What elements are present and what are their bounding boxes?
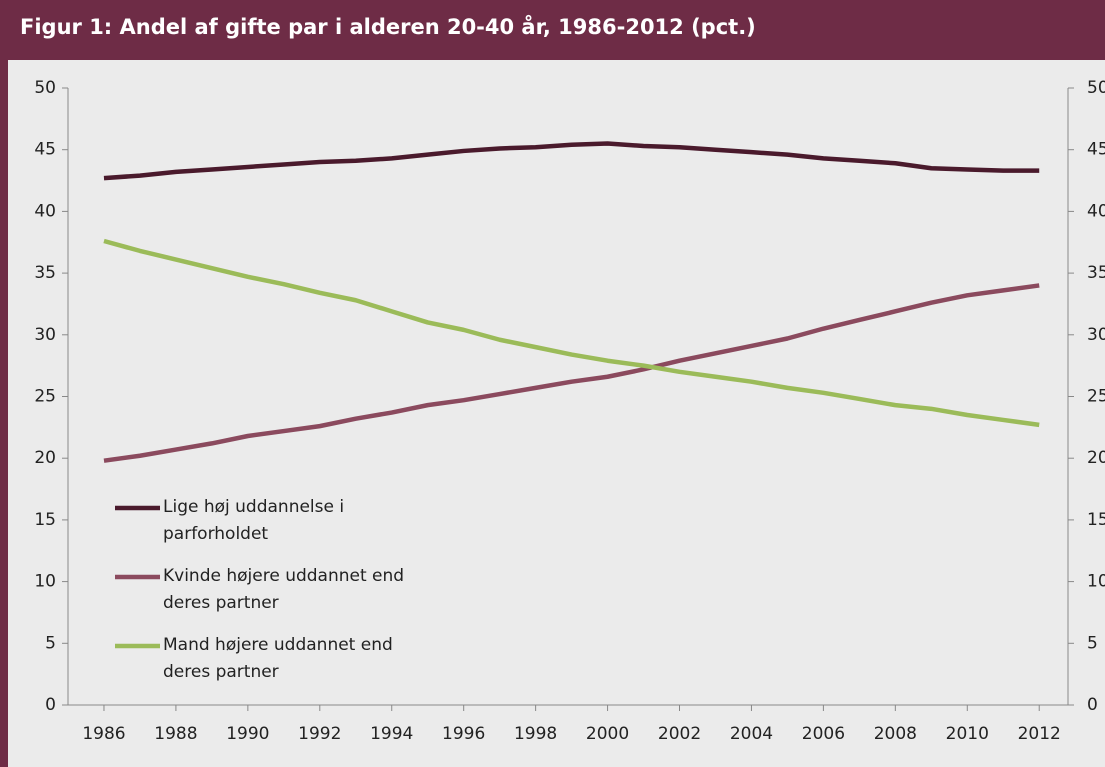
series-line	[103, 283, 1040, 463]
x-tick-label: 2000	[586, 724, 629, 744]
y2-tick-label: 20	[1087, 448, 1105, 468]
legend-label: Mand højere uddannet end deres partner	[163, 635, 393, 682]
x-tick-label: 1986	[82, 724, 125, 744]
x-tick-label: 1998	[514, 724, 557, 744]
y2-tick-label: 10	[1087, 572, 1105, 592]
header: Figur 1: Andel af gifte par i alderen 20…	[0, 0, 1105, 60]
y2-tick-label: 5	[1087, 633, 1098, 653]
y2-tick-label: 35	[1087, 263, 1105, 283]
y-tick-label: 25	[34, 387, 56, 407]
y2-tick-label: 15	[1087, 510, 1105, 530]
y-tick-label: 20	[34, 448, 56, 468]
legend-label: Kvinde højere uddannet end deres partner	[163, 566, 405, 613]
chart-title: Figur 1: Andel af gifte par i alderen 20…	[20, 15, 756, 39]
y2-tick-label: 0	[1087, 695, 1098, 715]
x-tick-label: 2008	[874, 724, 917, 744]
y-tick-label: 0	[45, 695, 56, 715]
y-tick-label: 50	[34, 78, 56, 98]
y-tick-label: 40	[34, 201, 56, 221]
x-tick-label: 2006	[802, 724, 845, 744]
y2-tick-label: 40	[1087, 201, 1105, 221]
y-tick-label: 10	[34, 572, 56, 592]
x-tick-label: 1994	[370, 724, 413, 744]
y-tick-label: 30	[34, 325, 56, 345]
x-tick-label: 1990	[226, 724, 269, 744]
y-tick-label: 5	[45, 633, 56, 653]
y2-tick-label: 50	[1087, 78, 1105, 98]
x-tick-label: 1992	[298, 724, 341, 744]
y-tick-label: 35	[34, 263, 56, 283]
legend-label: Lige høj uddannelse i parforholdet	[163, 497, 345, 544]
series-line	[103, 238, 1040, 428]
y2-tick-label: 25	[1087, 387, 1105, 407]
series-line	[103, 141, 1040, 181]
y-tick-label: 15	[34, 510, 56, 530]
y2-tick-label: 30	[1087, 325, 1105, 345]
side-strip	[0, 60, 8, 767]
y2-tick-label: 45	[1087, 140, 1105, 160]
x-tick-label: 2012	[1018, 724, 1061, 744]
x-tick-label: 2002	[658, 724, 701, 744]
x-tick-label: 1996	[442, 724, 485, 744]
x-tick-label: 2004	[730, 724, 773, 744]
x-tick-label: 1988	[154, 724, 197, 744]
x-tick-label: 2010	[946, 724, 989, 744]
y-tick-label: 45	[34, 140, 56, 160]
